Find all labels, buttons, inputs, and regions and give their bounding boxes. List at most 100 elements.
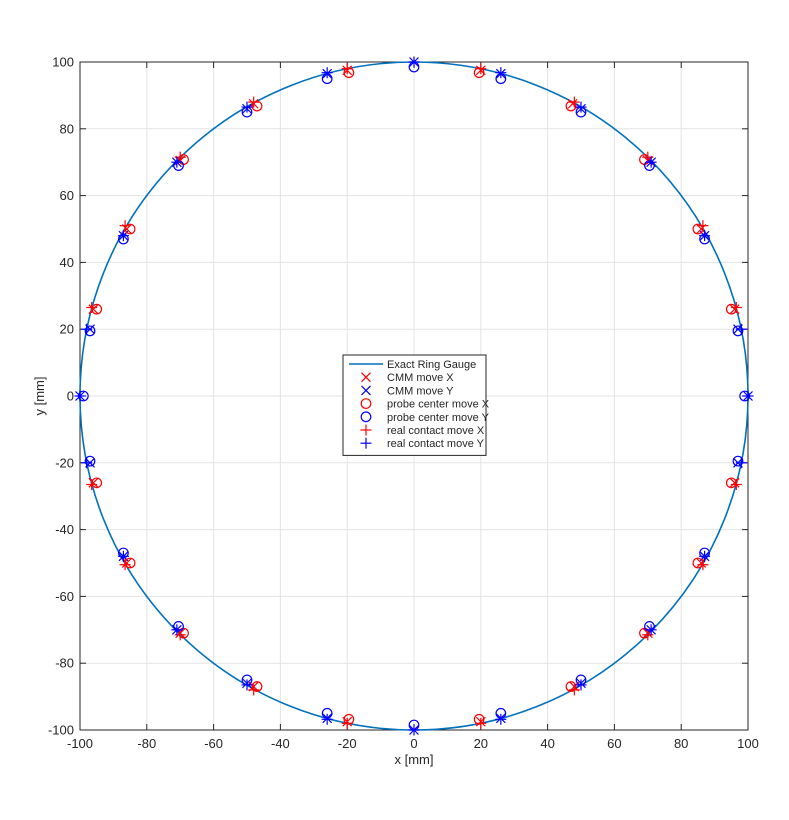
legend-item: probe center move X: [360, 398, 490, 411]
data-point: [644, 621, 655, 632]
data-point: [248, 684, 260, 696]
x-tick-label: -40: [271, 736, 290, 751]
data-point: [565, 681, 577, 692]
legend-label: real contact move Y: [387, 438, 485, 450]
legend-item: CMM move X: [361, 372, 454, 384]
data-point: [575, 101, 587, 113]
x-tick-label: 80: [674, 736, 688, 751]
data-point: [735, 457, 747, 469]
x-tick-label: 100: [737, 736, 759, 751]
data-point: [251, 100, 263, 112]
x-tick-label: 20: [474, 736, 488, 751]
data-point: [341, 63, 353, 75]
data-point: [84, 455, 96, 467]
data-point: [81, 457, 93, 469]
legend-marker-swatch: [361, 385, 371, 396]
data-point: [173, 621, 184, 632]
y-tick-label: -40: [55, 522, 74, 537]
legend-marker-swatch: [360, 424, 372, 436]
tick-labels: -100 -80 -60 -40 -20 0 20 40 60 80 100 -100 -80 -60 -4…: [48, 55, 759, 752]
data-point: [568, 96, 580, 108]
x-tick-label: 40: [540, 736, 554, 751]
legend-label: probe center move X: [387, 399, 490, 411]
data-point: [699, 550, 711, 562]
legend-box: [342, 354, 487, 456]
legend-marker-swatch: [361, 372, 371, 383]
data-point: [321, 67, 333, 79]
y-axis-label: y [mm]: [32, 377, 47, 416]
data-point: [81, 323, 93, 335]
data-point: [171, 156, 183, 168]
data-point: [730, 479, 742, 491]
data-point: [241, 101, 253, 113]
data-point: [341, 717, 353, 729]
data-point: [729, 304, 740, 315]
data-point: [729, 477, 740, 488]
x-tick-label: 0: [410, 736, 417, 751]
data-point: [241, 679, 253, 691]
y-tick-label: 60: [60, 188, 74, 203]
legend-marker-swatch: [360, 398, 372, 410]
legend-label: CMM move X: [387, 372, 454, 384]
data-point: [86, 479, 98, 491]
y-tick-label: 80: [60, 121, 74, 136]
legend-marker-swatch: [360, 437, 372, 449]
y-tick-label: -20: [55, 455, 74, 470]
series-real-contact-move-y: [74, 56, 754, 736]
y-tick-label: -100: [48, 723, 74, 738]
data-point: [495, 67, 507, 79]
data-point: [697, 220, 709, 232]
legend-marker-swatch: [360, 411, 372, 423]
data-point: [117, 230, 129, 242]
y-tick-label: -60: [55, 589, 74, 604]
data-point: [742, 390, 754, 402]
data-point: [568, 684, 580, 696]
legend-label: real contact move X: [387, 425, 485, 437]
data-point: [473, 713, 485, 725]
legend-item: real contact move X: [360, 424, 485, 437]
data-point: [248, 96, 260, 108]
legend-item: CMM move Y: [361, 385, 454, 397]
data-point: [475, 717, 487, 729]
y-tick-label: 40: [60, 255, 74, 270]
data-point: [88, 477, 99, 488]
data-point: [475, 63, 487, 75]
data-point: [699, 230, 711, 242]
data-point: [173, 160, 184, 171]
data-markers: [74, 56, 754, 736]
data-point: [117, 550, 129, 562]
data-point: [74, 390, 86, 402]
data-point: [321, 713, 333, 725]
data-point: [565, 100, 577, 112]
legend-item: Exact Ring Gauge: [349, 359, 476, 371]
x-axis-label: x [mm]: [395, 752, 434, 767]
legend-label: probe center move Y: [387, 412, 490, 424]
data-point: [343, 713, 355, 725]
data-point: [88, 304, 99, 315]
data-point: [84, 325, 96, 337]
y-tick-label: 0: [67, 389, 74, 404]
y-tick-label: 20: [60, 322, 74, 337]
data-point: [697, 559, 709, 571]
x-tick-label: -60: [204, 736, 223, 751]
data-point: [343, 67, 355, 79]
data-point: [119, 220, 131, 232]
data-point: [119, 559, 131, 571]
data-point: [645, 156, 657, 168]
data-point: [645, 624, 657, 636]
legend-label: CMM move Y: [387, 385, 454, 397]
data-point: [644, 160, 655, 171]
y-tick-label: -80: [55, 656, 74, 671]
data-point: [495, 713, 507, 725]
x-tick-label: -80: [137, 736, 156, 751]
data-point: [251, 681, 263, 692]
data-point: [473, 67, 485, 79]
data-point: [86, 301, 98, 313]
legend-item: real contact move Y: [360, 437, 485, 450]
data-point: [575, 679, 587, 691]
x-tick-label: 60: [607, 736, 621, 751]
series-real-contact-move-x: [86, 63, 742, 729]
data-point: [408, 724, 420, 736]
